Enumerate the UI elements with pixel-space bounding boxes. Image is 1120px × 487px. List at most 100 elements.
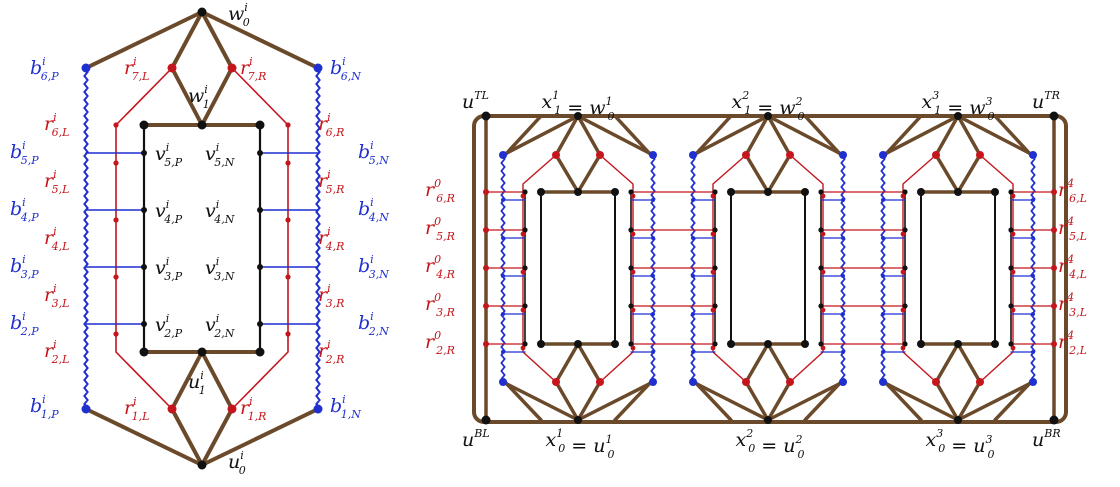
node-label: wi 0 [228,1,250,29]
node [628,341,634,347]
label-main: r [425,217,436,239]
node [649,151,657,159]
node [255,120,265,130]
label-sup: i [216,198,220,211]
node [902,189,908,195]
label-main: w [969,97,985,119]
node [710,231,716,237]
node-label: vi 3,N [205,255,235,283]
label-sup: i [327,168,331,181]
label-main: u [783,435,795,457]
node [818,227,824,233]
edge [84,10,320,70]
label-main: r [318,113,329,135]
node [552,378,560,386]
node [710,269,716,275]
node [841,274,845,278]
node [764,188,772,196]
node [227,63,237,73]
node [1008,341,1014,347]
label-main: r [1058,217,1069,239]
node [881,312,885,316]
node [483,303,489,309]
label-main: r [240,397,251,419]
label-sub: 2,N [368,325,389,338]
node [113,274,119,280]
label-sup: BR [1043,427,1060,440]
label-sub: 5,L [52,183,70,196]
node [139,347,149,357]
node [691,350,695,354]
node [522,189,528,195]
node [879,151,887,159]
node [141,207,147,213]
label-sub: 0 [607,110,614,123]
node [483,227,489,233]
label-sup: i [22,139,26,152]
edge [744,342,792,384]
node [991,340,999,348]
edge [500,154,506,380]
label-sup: 1 [552,89,559,102]
label-sup: i [370,139,374,152]
node-label: x2 1 = w2 0 [732,89,805,123]
label-sup: i [53,168,57,181]
node [628,265,634,271]
label-main: r [318,340,329,362]
label-sup: 4 [1066,329,1074,342]
node-label: r4 6,L [1058,177,1087,205]
label-main: b [30,57,42,79]
label-sup: i [42,55,46,68]
label-equals: = [561,97,589,119]
label-sup: i [244,1,248,14]
label-sup: i [342,393,346,406]
node-label: ri 4,R [318,225,344,253]
node [501,198,505,202]
node [1008,227,1014,233]
label-sup: i [53,338,57,351]
label-sup: i [216,255,220,268]
node [900,231,906,237]
node-label: ri 6,L [44,111,69,139]
label-sub: 6,R [326,126,345,139]
label-main: u [1032,91,1044,113]
label-sup: 4 [1066,177,1074,190]
label-main: r [1058,179,1069,201]
label-sup: 1 [556,427,563,440]
label-sup: i [22,196,26,209]
label-main: x [922,91,933,113]
node [313,63,323,73]
label-sub: 1 [203,98,210,111]
label-main: b [330,395,342,417]
node-label: x1 1 = w1 0 [542,89,615,123]
node-label: ri 7,R [240,55,266,83]
node [167,63,177,73]
label-sub: 5,P [21,154,39,167]
node [839,378,847,386]
node [630,193,636,199]
label-sub: 4,R [325,240,345,253]
node-label: vi 4,N [205,198,235,226]
node-label: r0 5,R [425,215,455,243]
label-main: v [205,314,216,336]
label-sup: i [53,282,57,295]
label-sup: i [166,312,170,325]
node [1029,151,1037,159]
node [501,350,505,354]
node [1008,265,1014,271]
label-sup: i [327,111,331,124]
label-sub: 2,R [435,344,455,357]
edge [803,380,843,422]
node [520,307,526,313]
node [257,207,263,213]
label-equals: = [755,435,783,457]
label-sub: 1,N [341,408,361,421]
label-equals: = [941,97,969,119]
label-sub: 2,N [213,327,234,340]
label-sub: 0 [797,110,804,123]
node [537,188,545,196]
node [522,265,528,271]
node [520,269,526,275]
label-sub: 4,N [368,211,389,224]
edge [554,153,602,194]
